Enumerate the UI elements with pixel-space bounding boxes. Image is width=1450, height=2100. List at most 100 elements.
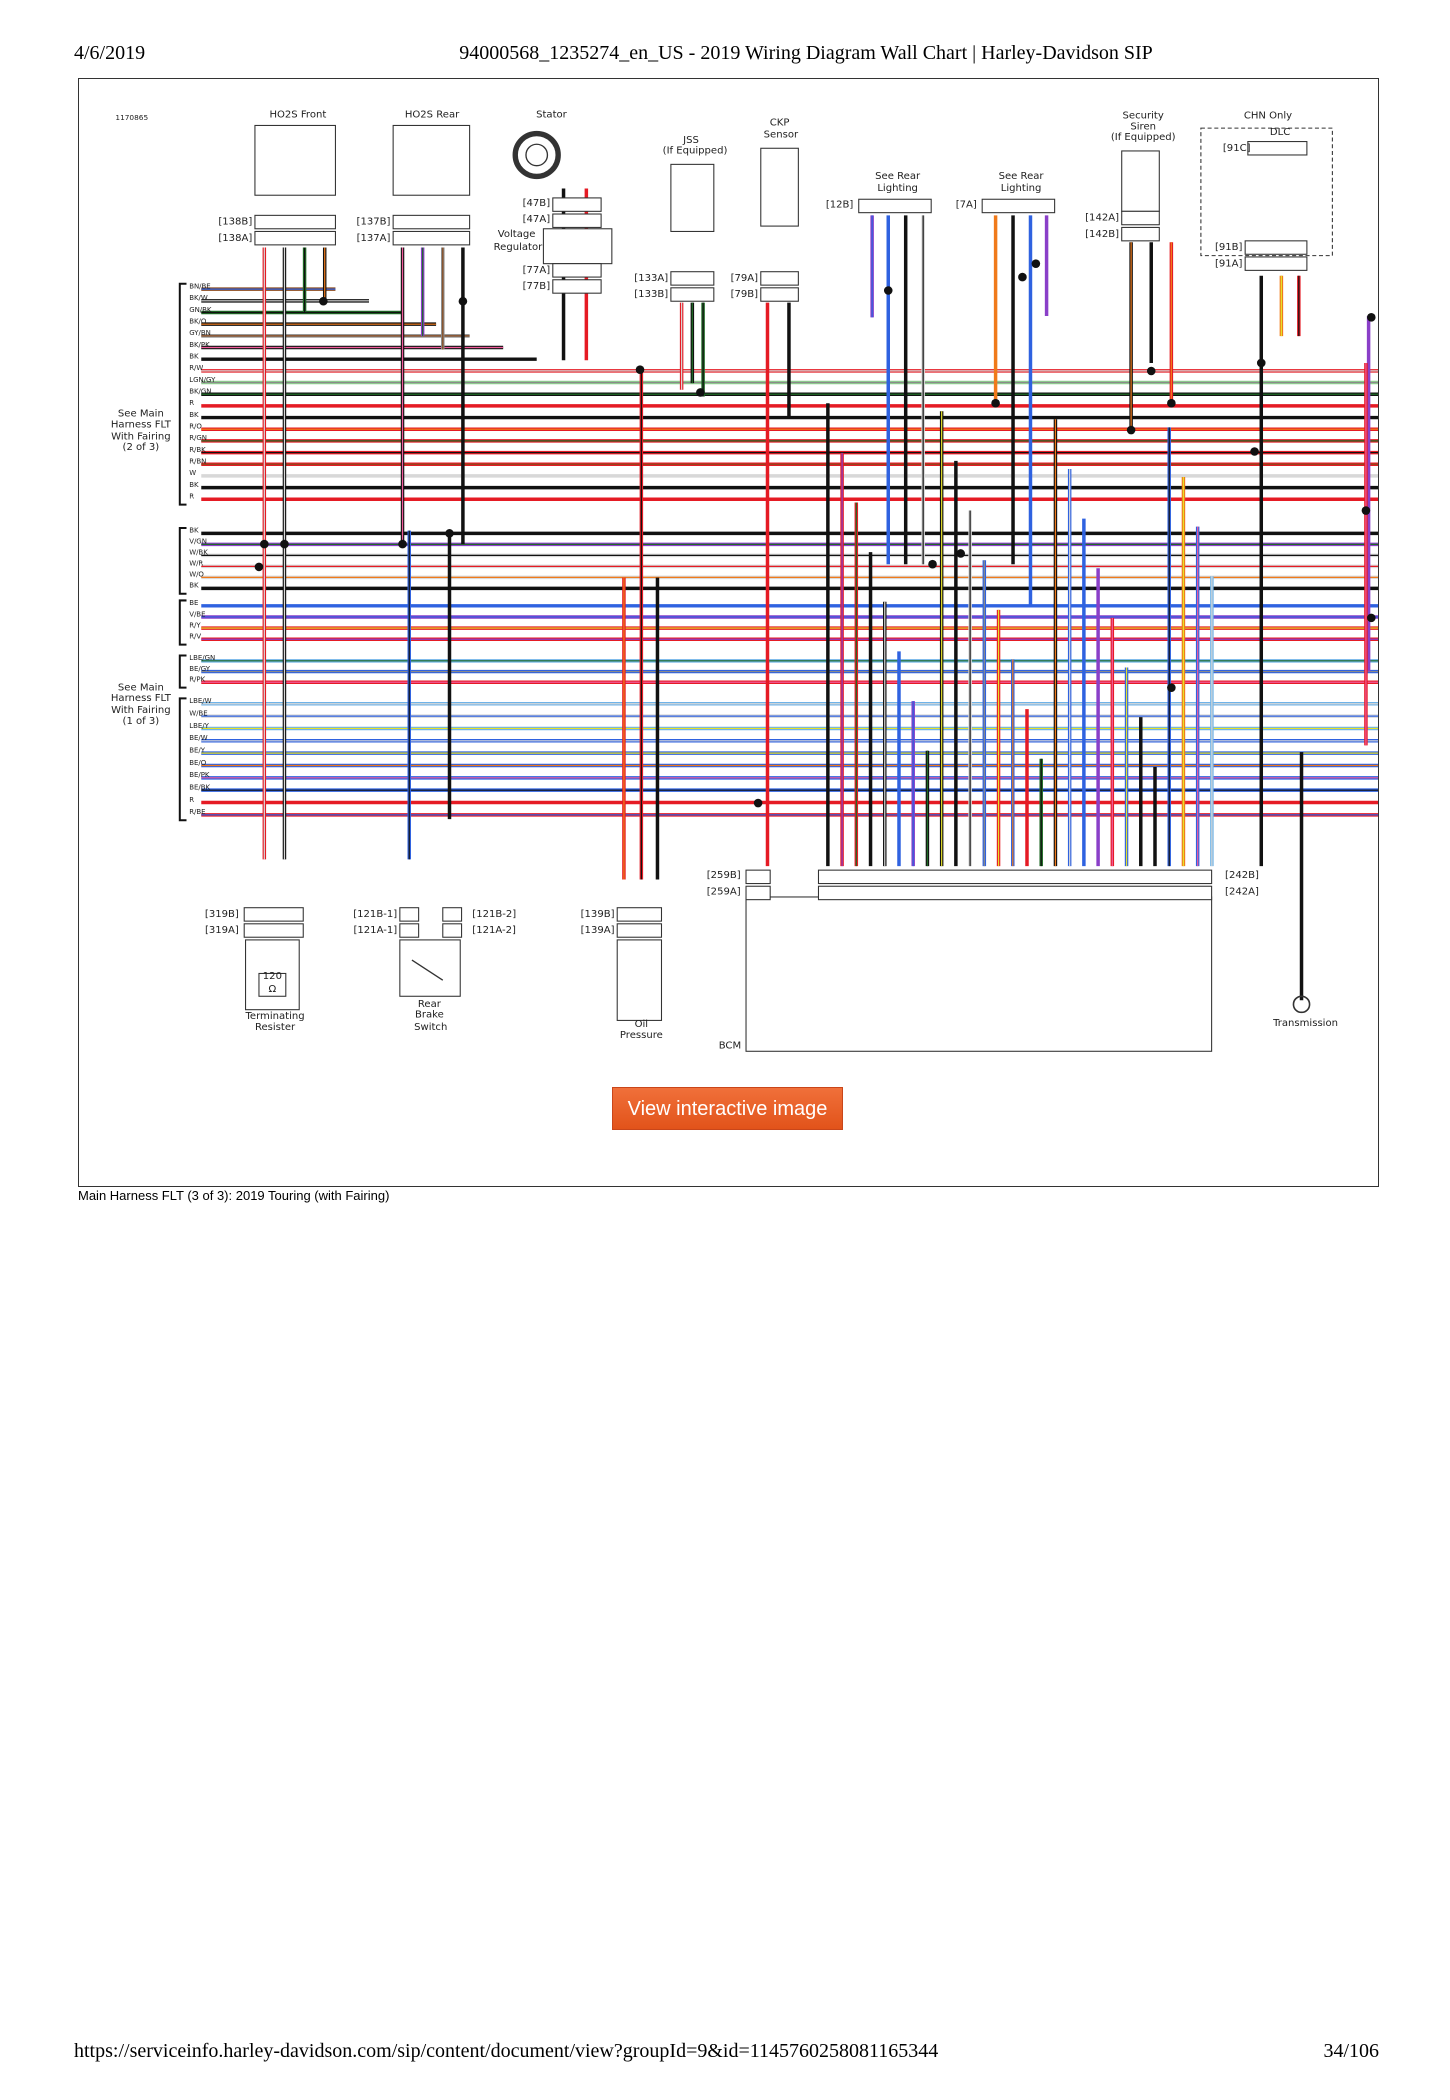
connector-label: [77A] — [523, 265, 551, 276]
connector-label: [91A] — [1215, 258, 1243, 269]
component-box — [1244, 240, 1308, 255]
component-label: JSS — [682, 135, 699, 146]
component-box — [1121, 226, 1160, 242]
print-date: 4/6/2019 — [74, 42, 146, 64]
wire-label: W/R — [189, 560, 203, 568]
connector-label: [121B-2] — [472, 909, 516, 920]
connector-label: [142A] — [1085, 213, 1119, 224]
component-label: Transmission — [1272, 1018, 1338, 1029]
wire-label: R/O — [189, 423, 202, 431]
connector-label: [259B] — [707, 870, 741, 881]
component-box — [616, 939, 663, 1021]
component-box — [1121, 210, 1160, 226]
connector-label: [319B] — [205, 909, 239, 920]
connector-label: [319A] — [205, 925, 239, 936]
splice — [928, 559, 937, 569]
splice — [280, 539, 289, 549]
component-box — [670, 287, 715, 302]
connector-label: [242A] — [1225, 886, 1259, 897]
component-box — [745, 885, 771, 901]
components — [178, 124, 1376, 1052]
component-box — [760, 287, 799, 302]
wire-label: BK — [189, 582, 199, 590]
splice — [991, 398, 1000, 408]
wire-label: BE/O — [189, 759, 207, 767]
component-label: Rear — [418, 999, 442, 1010]
component-label: Lighting — [877, 183, 918, 194]
harness-bracket — [178, 654, 187, 689]
wire-label: R/PK — [189, 676, 205, 684]
component-box — [442, 907, 463, 922]
component-label: Ω — [269, 984, 277, 995]
wire-label: BK/O — [189, 318, 207, 326]
wire-label: R/BN — [189, 458, 206, 466]
component-label: With Fairing — [111, 705, 170, 716]
splice — [260, 539, 269, 549]
component-label: Lighting — [1001, 183, 1042, 194]
connector-label: [79B] — [731, 289, 759, 300]
component-label: With Fairing — [111, 431, 170, 442]
wire-label: BK — [189, 481, 199, 489]
splice — [956, 549, 966, 558]
connector-label: [7A] — [956, 199, 977, 210]
connector-label: [138B] — [218, 217, 252, 228]
component-label: HO2S Front — [269, 109, 326, 120]
component-box — [552, 279, 602, 294]
connector-label: [133A] — [634, 273, 668, 284]
connector-label: [77B] — [523, 281, 551, 292]
harness-bracket — [178, 526, 187, 595]
connector-label: [47A] — [523, 214, 551, 225]
connector-label: [121A-2] — [472, 925, 516, 936]
component-label: Regulator — [494, 242, 543, 253]
diagram-background — [106, 105, 1378, 1061]
connector-label: [242B] — [1225, 870, 1259, 881]
splice — [635, 365, 645, 374]
view-interactive-button[interactable]: View interactive image — [612, 1087, 843, 1130]
wire-label: R/GN — [189, 434, 207, 442]
component-label: Pressure — [620, 1030, 663, 1041]
stator-core — [525, 143, 549, 167]
connector-label: [259A] — [707, 886, 741, 897]
wire-label: BE/Y — [189, 746, 206, 754]
component-label: Oil — [635, 1019, 649, 1030]
component-label: (If Equipped) — [1111, 132, 1176, 143]
splice — [1250, 447, 1259, 456]
component-box — [817, 885, 1213, 901]
wire-label: R/Y — [189, 621, 201, 629]
component-box — [552, 197, 602, 212]
wire-label: GN/BK — [189, 306, 212, 314]
component-label: See Rear — [875, 171, 921, 182]
wire-label: V/GN — [189, 538, 207, 546]
connector-label: [121B-1] — [353, 909, 397, 920]
wire-label: BK/W — [189, 294, 208, 302]
connector-label: [121A-1] — [353, 925, 397, 936]
wire-label: R/BE — [189, 808, 205, 816]
connector-label: [139B] — [581, 909, 615, 920]
component-box — [399, 907, 420, 922]
component-label: Resister — [255, 1022, 296, 1033]
component-box — [399, 923, 420, 938]
connector-label: [91C] — [1223, 143, 1251, 154]
component-label: (2 of 3) — [123, 442, 160, 453]
wire-label: BN/BE — [189, 282, 211, 290]
component-label: (If Equipped) — [663, 146, 728, 157]
wire-label: W/BK — [189, 549, 208, 557]
component-box — [243, 923, 304, 938]
component-label: Switch — [414, 1022, 447, 1033]
wire-label: R/W — [189, 364, 203, 372]
component-box — [245, 939, 300, 1011]
wire-label: LBE/Y — [189, 722, 209, 730]
wires — [201, 188, 1378, 1001]
connector-label: [133B] — [634, 289, 668, 300]
print-title: 94000568_1235274_en_US - 2019 Wiring Dia… — [459, 42, 1153, 64]
wire-label: W/O — [189, 571, 204, 579]
component-box — [1244, 256, 1308, 271]
component-box — [442, 923, 463, 938]
wire-label: BK — [189, 527, 199, 535]
splice — [1018, 272, 1027, 282]
wire-label: LBE/W — [189, 697, 211, 705]
component-box — [981, 198, 1056, 214]
component-box — [254, 124, 336, 196]
component-box — [552, 213, 602, 228]
wire-label: BE/GY — [189, 665, 211, 673]
